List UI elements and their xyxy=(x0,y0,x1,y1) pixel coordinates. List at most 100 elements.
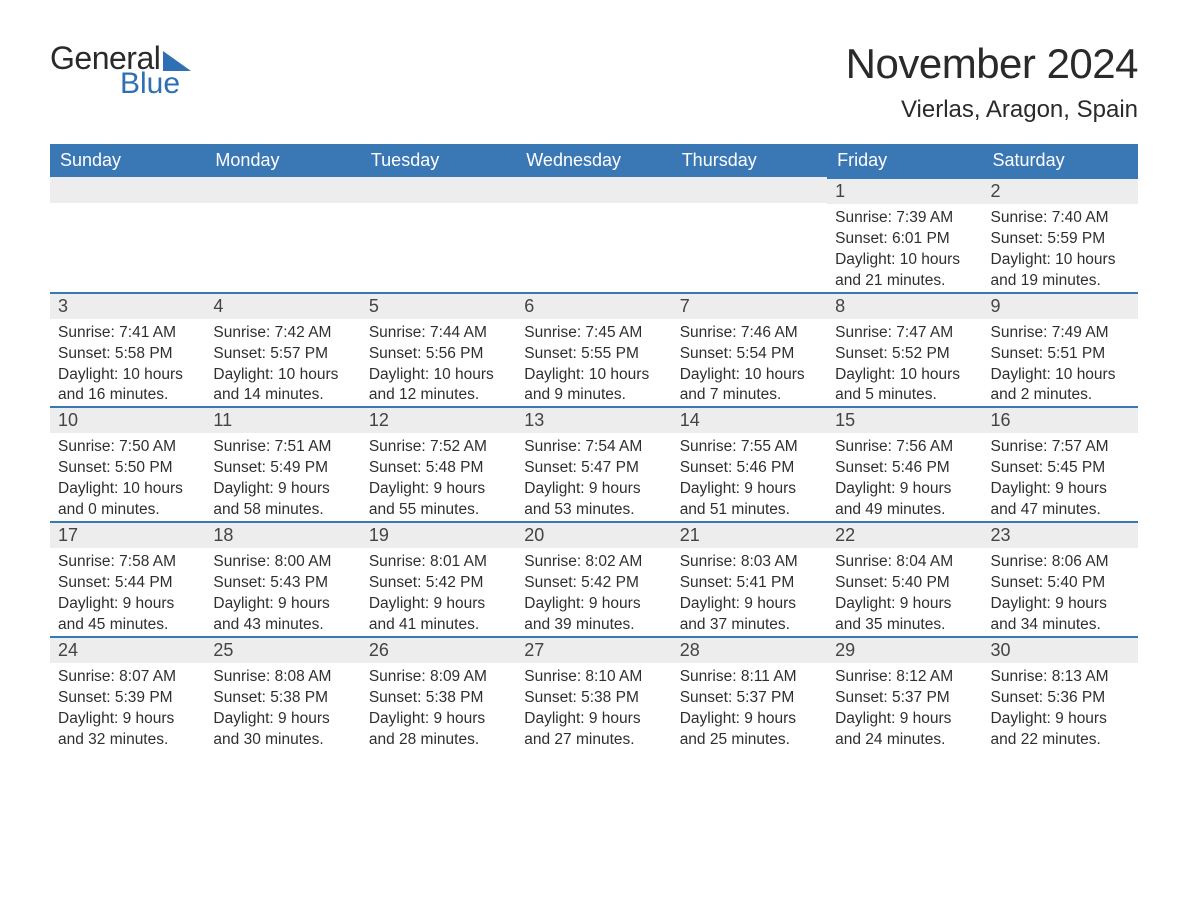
day-cell: 19 Sunrise: 8:01 AMSunset: 5:42 PMDayligh… xyxy=(361,521,516,636)
sunrise-line: Sunrise: 7:46 AM xyxy=(680,323,819,344)
daylight-line: Daylight: 9 hours and 30 minutes. xyxy=(213,709,352,751)
day-number: 11 xyxy=(205,406,360,433)
day-cell: 18Sunrise: 8:00 AMSunset: 5:43 PMDayligh… xyxy=(205,521,360,636)
day-cell: 13 Sunrise: 7:54 AMSunset: 5:47 PMDayligh… xyxy=(516,406,671,521)
day-cell xyxy=(205,177,360,292)
day-cell: 29Sunrise: 8:12 AMSunset: 5:37 PMDayligh… xyxy=(827,636,982,751)
daylight-line: Daylight: 10 hours and 5 minutes. xyxy=(835,365,974,407)
day-number: 17 xyxy=(50,521,205,548)
weekday-header-cell: Friday xyxy=(827,144,982,177)
weekday-header-cell: Wednesday xyxy=(516,144,671,177)
sunset-line: Sunset: 5:49 PM xyxy=(213,458,352,479)
daylight-line: Daylight: 9 hours and 49 minutes. xyxy=(835,479,974,521)
daylight-line: Daylight: 10 hours and 16 minutes. xyxy=(58,365,197,407)
daylight-line: Daylight: 9 hours and 27 minutes. xyxy=(524,709,663,751)
day-info: Sunrise: 8:03 AMSunset: 5:41 PMDaylight:… xyxy=(672,548,827,636)
sunset-line: Sunset: 5:42 PM xyxy=(369,573,508,594)
sunrise-line: Sunrise: 7:40 AM xyxy=(991,208,1130,229)
day-cell: 14Sunrise: 7:55 AMSunset: 5:46 PMDayligh… xyxy=(672,406,827,521)
sunrise-line: Sunrise: 8:03 AM xyxy=(680,552,819,573)
day-number: 23 xyxy=(983,521,1138,548)
day-number: 2 xyxy=(983,177,1138,204)
sunset-line: Sunset: 5:55 PM xyxy=(524,344,663,365)
sunrise-line: Sunrise: 8:06 AM xyxy=(991,552,1130,573)
daylight-line: Daylight: 9 hours and 25 minutes. xyxy=(680,709,819,751)
day-cell xyxy=(672,177,827,292)
sunrise-line: Sunrise: 8:04 AM xyxy=(835,552,974,573)
day-info: Sunrise: 8:13 AMSunset: 5:36 PMDaylight:… xyxy=(983,663,1138,751)
day-cell: 6Sunrise: 7:45 AMSunset: 5:55 PMDaylight… xyxy=(516,292,671,407)
sunset-line: Sunset: 5:57 PM xyxy=(213,344,352,365)
day-cell: 24Sunrise: 8:07 AMSunset: 5:39 PMDayligh… xyxy=(50,636,205,751)
sunrise-line: Sunrise: 8:01 AM xyxy=(369,552,508,573)
empty-day-bar xyxy=(672,177,827,203)
sunrise-line: Sunrise: 8:08 AM xyxy=(213,667,352,688)
day-info: Sunrise: 8:08 AMSunset: 5:38 PMDaylight:… xyxy=(205,663,360,751)
sunset-line: Sunset: 5:59 PM xyxy=(991,229,1130,250)
sunset-line: Sunset: 6:01 PM xyxy=(835,229,974,250)
day-info: Sunrise: 7:52 AMSunset: 5:48 PMDaylight:… xyxy=(361,433,516,521)
sunrise-line: Sunrise: 7:57 AM xyxy=(991,437,1130,458)
day-info: Sunrise: 7:44 AMSunset: 5:56 PMDaylight:… xyxy=(361,319,516,407)
daylight-line: Daylight: 9 hours and 24 minutes. xyxy=(835,709,974,751)
daylight-line: Daylight: 9 hours and 53 minutes. xyxy=(524,479,663,521)
sunrise-line: Sunrise: 7:44 AM xyxy=(369,323,508,344)
day-info: Sunrise: 8:12 AMSunset: 5:37 PMDaylight:… xyxy=(827,663,982,751)
day-number: 30 xyxy=(983,636,1138,663)
week-row: 24Sunrise: 8:07 AMSunset: 5:39 PMDayligh… xyxy=(50,636,1138,751)
daylight-line: Daylight: 9 hours and 35 minutes. xyxy=(835,594,974,636)
day-cell: 4Sunrise: 7:42 AMSunset: 5:57 PMDaylight… xyxy=(205,292,360,407)
day-number: 14 xyxy=(672,406,827,433)
daylight-line: Daylight: 9 hours and 22 minutes. xyxy=(991,709,1130,751)
day-info: Sunrise: 8:07 AMSunset: 5:39 PMDaylight:… xyxy=(50,663,205,751)
sunset-line: Sunset: 5:40 PM xyxy=(835,573,974,594)
daylight-line: Daylight: 9 hours and 37 minutes. xyxy=(680,594,819,636)
day-info: Sunrise: 7:42 AMSunset: 5:57 PMDaylight:… xyxy=(205,319,360,407)
day-cell: 23Sunrise: 8:06 AMSunset: 5:40 PMDayligh… xyxy=(983,521,1138,636)
day-cell: 9Sunrise: 7:49 AMSunset: 5:51 PMDaylight… xyxy=(983,292,1138,407)
daylight-line: Daylight: 9 hours and 41 minutes. xyxy=(369,594,508,636)
daylight-line: Daylight: 9 hours and 58 minutes. xyxy=(213,479,352,521)
day-number: 21 xyxy=(672,521,827,548)
sunset-line: Sunset: 5:38 PM xyxy=(369,688,508,709)
day-number: 27 xyxy=(516,636,671,663)
weekday-header-row: SundayMondayTuesdayWednesdayThursdayFrid… xyxy=(50,144,1138,177)
day-number: 13 xyxy=(516,406,671,433)
day-number: 22 xyxy=(827,521,982,548)
sunrise-line: Sunrise: 8:09 AM xyxy=(369,667,508,688)
calendar-body: 1Sunrise: 7:39 AMSunset: 6:01 PMDaylight… xyxy=(50,177,1138,750)
day-number: 16 xyxy=(983,406,1138,433)
sunset-line: Sunset: 5:46 PM xyxy=(835,458,974,479)
day-info: Sunrise: 8:02 AMSunset: 5:42 PMDaylight:… xyxy=(516,548,671,636)
week-row: 17Sunrise: 7:58 AMSunset: 5:44 PMDayligh… xyxy=(50,521,1138,636)
daylight-line: Daylight: 10 hours and 9 minutes. xyxy=(524,365,663,407)
sunrise-line: Sunrise: 7:55 AM xyxy=(680,437,819,458)
sunset-line: Sunset: 5:58 PM xyxy=(58,344,197,365)
day-number: 19 xyxy=(361,521,516,548)
sunset-line: Sunset: 5:47 PM xyxy=(524,458,663,479)
sunrise-line: Sunrise: 8:11 AM xyxy=(680,667,819,688)
day-cell: 2Sunrise: 7:40 AMSunset: 5:59 PMDaylight… xyxy=(983,177,1138,292)
sunrise-line: Sunrise: 7:39 AM xyxy=(835,208,974,229)
sunset-line: Sunset: 5:37 PM xyxy=(680,688,819,709)
sunset-line: Sunset: 5:38 PM xyxy=(524,688,663,709)
sunset-line: Sunset: 5:44 PM xyxy=(58,573,197,594)
sunrise-line: Sunrise: 7:56 AM xyxy=(835,437,974,458)
sunrise-line: Sunrise: 7:54 AM xyxy=(524,437,663,458)
empty-day-bar xyxy=(361,177,516,203)
daylight-line: Daylight: 9 hours and 43 minutes. xyxy=(213,594,352,636)
empty-day-bar xyxy=(516,177,671,203)
logo: General Blue xyxy=(50,40,191,101)
weekday-header-cell: Monday xyxy=(205,144,360,177)
location-subtitle: Vierlas, Aragon, Spain xyxy=(846,96,1138,124)
sunrise-line: Sunrise: 7:41 AM xyxy=(58,323,197,344)
daylight-line: Daylight: 9 hours and 47 minutes. xyxy=(991,479,1130,521)
sunrise-line: Sunrise: 7:42 AM xyxy=(213,323,352,344)
day-number: 10 xyxy=(50,406,205,433)
day-cell: 26Sunrise: 8:09 AMSunset: 5:38 PMDayligh… xyxy=(361,636,516,751)
sunset-line: Sunset: 5:52 PM xyxy=(835,344,974,365)
day-number: 7 xyxy=(672,292,827,319)
day-number: 12 xyxy=(361,406,516,433)
sunset-line: Sunset: 5:36 PM xyxy=(991,688,1130,709)
empty-day-bar xyxy=(50,177,205,203)
